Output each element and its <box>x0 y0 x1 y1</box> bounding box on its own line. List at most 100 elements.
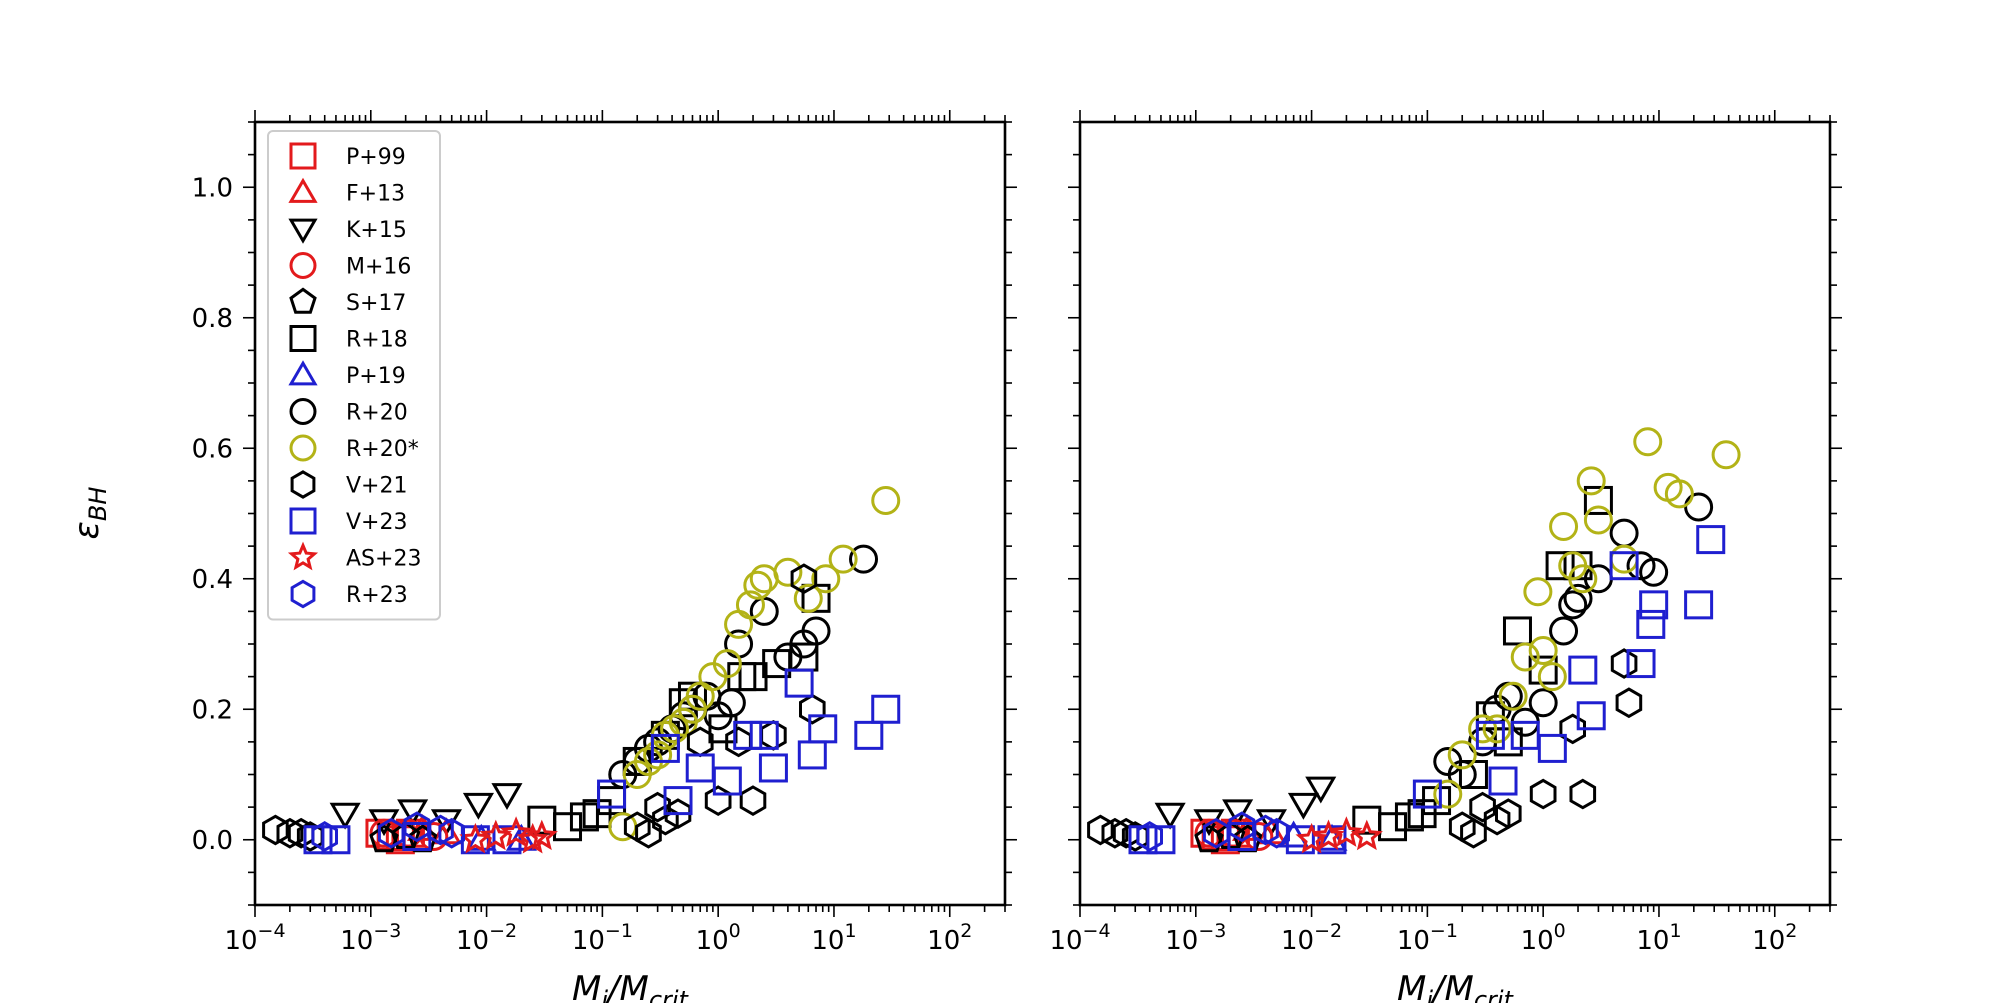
legend-label: V+23 <box>346 510 407 535</box>
data-point <box>663 786 693 816</box>
data-point <box>329 802 361 830</box>
legend-label: R+20 <box>346 401 408 426</box>
left-panel-tick-labels: 0.0 0.2 0.4 0.6 0.8 1.0 10−4 10−3 10−2 10−1 100 101… <box>192 173 973 956</box>
left-panel-data-points <box>262 485 901 855</box>
data-point <box>491 783 523 810</box>
data-point <box>1502 616 1532 646</box>
right-panel-series-r-23 <box>1136 811 1290 852</box>
legend-marker <box>289 434 317 462</box>
data-point <box>749 564 779 594</box>
legend-marker <box>289 325 317 352</box>
data-point <box>1545 551 1575 581</box>
data-point <box>1636 609 1666 639</box>
x-tick-label: 10−3 <box>1165 920 1226 956</box>
data-point <box>1510 642 1540 672</box>
x-tick-label: 102 <box>1752 920 1797 956</box>
left-panel-x-axis-label: Mi/Mcrit <box>572 969 690 1003</box>
right-panel-tick-labels: 10−4 10−3 10−2 10−1 100 101 102 <box>1049 920 1797 956</box>
data-point <box>1330 816 1363 847</box>
data-point <box>1447 760 1477 789</box>
legend-label: R+20* <box>346 437 419 462</box>
data-point <box>758 753 788 783</box>
data-point <box>1202 817 1230 849</box>
x-tick-label: 10−1 <box>572 920 633 956</box>
data-point <box>712 649 742 679</box>
data-point <box>1558 590 1588 620</box>
data-point <box>1222 799 1254 827</box>
data-point <box>1569 778 1597 810</box>
data-point <box>262 814 289 846</box>
data-point <box>801 616 831 646</box>
data-point <box>516 822 549 854</box>
legend-item: M+16 <box>289 252 411 280</box>
data-point <box>1583 505 1613 535</box>
data-point <box>1482 714 1512 744</box>
data-point <box>403 811 431 843</box>
data-point <box>1495 798 1522 830</box>
legend-label: R+23 <box>346 583 408 608</box>
data-point <box>1549 616 1579 646</box>
data-point <box>1378 812 1408 842</box>
data-point <box>1576 701 1606 731</box>
data-point <box>1633 427 1663 457</box>
right-panel-series-v-21 <box>1087 648 1643 852</box>
y-tick-label: 0.0 <box>192 826 233 856</box>
data-point <box>1146 825 1176 855</box>
y-axis-label: εBH <box>67 487 112 540</box>
data-point <box>1087 814 1114 846</box>
legend-label: R+18 <box>346 328 408 353</box>
data-point <box>712 766 742 796</box>
data-point <box>1498 681 1528 711</box>
data-point <box>793 583 823 613</box>
legend-marker <box>289 507 317 535</box>
data-point <box>1684 492 1714 522</box>
x-tick-label: 102 <box>927 920 972 956</box>
legend-item: K+15 <box>288 218 407 244</box>
data-point <box>438 817 465 849</box>
data-point <box>1568 655 1598 685</box>
right-panel: 10−4 10−3 10−2 10−1 100 101 102 Mi/Mcrit <box>1049 110 1842 1003</box>
legend-marker <box>289 287 317 314</box>
legend-item: R+18 <box>289 325 408 353</box>
data-point <box>1549 512 1579 542</box>
data-point <box>650 733 680 763</box>
left-panel-series-as-23 <box>459 816 558 854</box>
data-point <box>1529 778 1557 810</box>
data-point <box>1194 818 1224 848</box>
data-point <box>797 740 827 770</box>
data-point <box>369 824 399 853</box>
x-tick-label: 10−1 <box>1397 920 1458 956</box>
legend-marker <box>290 470 316 499</box>
x-tick-label: 10−2 <box>1281 920 1342 956</box>
data-point <box>685 753 715 783</box>
data-point <box>1412 779 1442 809</box>
y-tick-label: 0.8 <box>192 304 233 334</box>
right-panel-x-axis-label: Mi/Mcrit <box>1397 969 1515 1003</box>
data-point <box>871 694 901 724</box>
legend-marker <box>289 398 317 425</box>
right-panel-series-as-23 <box>1295 816 1383 854</box>
data-point <box>427 814 454 846</box>
data-point <box>1523 577 1553 607</box>
data-point <box>828 544 858 574</box>
data-point <box>635 817 662 849</box>
data-point <box>311 821 338 852</box>
data-point <box>321 825 351 855</box>
data-point <box>760 719 787 751</box>
legend-item: V+21 <box>290 470 407 499</box>
data-point <box>1136 821 1163 852</box>
data-point <box>1684 590 1714 620</box>
data-point <box>1559 713 1586 745</box>
data-point <box>1639 557 1669 587</box>
x-tick-label: 10−4 <box>224 920 285 956</box>
data-point <box>1488 766 1518 796</box>
legend-marker <box>290 579 316 609</box>
data-point <box>1583 485 1613 515</box>
legend-box <box>267 130 441 621</box>
data-point <box>1154 802 1186 830</box>
data-point <box>1609 518 1639 548</box>
y-tick-label: 1.0 <box>192 173 233 203</box>
data-point <box>1468 714 1498 744</box>
legend-label: P+99 <box>346 145 406 170</box>
